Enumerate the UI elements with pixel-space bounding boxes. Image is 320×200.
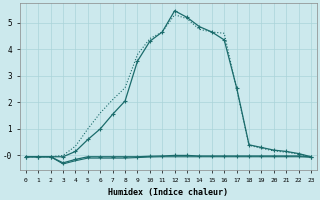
X-axis label: Humidex (Indice chaleur): Humidex (Indice chaleur)	[108, 188, 228, 197]
